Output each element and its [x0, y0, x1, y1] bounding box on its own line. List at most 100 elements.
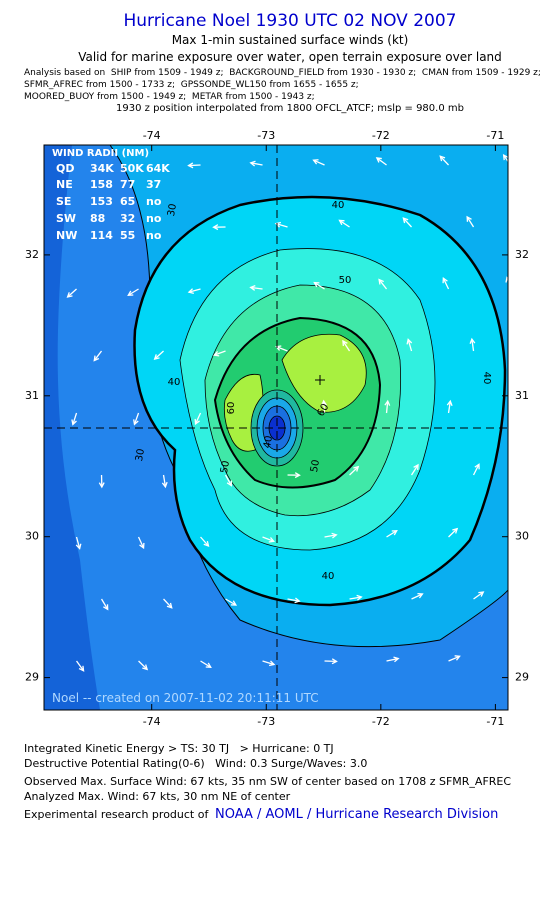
wind-arrow-head	[331, 658, 338, 665]
analysis-line: SFMR_AFREC from 1500 - 1733 z; GPSSONDE_…	[24, 80, 359, 90]
wind-arrow	[75, 536, 81, 549]
wind-arrow	[386, 530, 398, 538]
wind-arrow	[342, 340, 351, 352]
wind-arrow-head	[413, 463, 419, 470]
wind-arrow	[138, 660, 148, 670]
wind-arrow-head	[466, 215, 472, 222]
wind-arrow-head	[313, 281, 320, 288]
wind-arrow	[439, 155, 450, 166]
wind-arrow-head	[530, 216, 534, 221]
wind-arrow	[402, 217, 413, 228]
x-tick-label: -74	[143, 129, 161, 142]
wind-arrow	[323, 400, 326, 414]
contour-label: 50	[309, 459, 322, 473]
wind-arrow-head	[249, 160, 256, 167]
contour-label: 30	[134, 448, 147, 462]
y-tick-label: 32	[515, 248, 529, 261]
aoml-link[interactable]: NOAA / AOML / Hurricane Research Divisio…	[215, 807, 498, 822]
contour-label: 40	[262, 435, 275, 449]
wind-arrow-head	[275, 345, 282, 351]
wind-arrow	[407, 339, 413, 352]
wind-arrow-head	[391, 529, 398, 536]
wind-arrow-head	[139, 542, 145, 550]
wind-arrow	[324, 534, 337, 538]
wind-arrow-head	[187, 288, 194, 294]
position-note: 1930 z position interpolated from 1800 O…	[116, 103, 464, 114]
wind-arrow-head	[452, 527, 459, 534]
wind-arrow-head	[66, 292, 73, 298]
wind-arrow-head	[338, 219, 345, 226]
wind-arrow-head	[321, 399, 327, 406]
footer-line: Analyzed Max. Wind: 67 kts, 30 nm NE of …	[24, 790, 291, 803]
wind-arrow-head	[402, 217, 409, 224]
wind-arrow-head	[439, 155, 446, 162]
wind-radii-cell: 77	[120, 178, 135, 191]
wind-arrow-head	[502, 154, 508, 161]
wind-arrow-head	[230, 600, 238, 606]
wind-arrow-head	[342, 339, 348, 346]
wind-arrow-head	[212, 224, 219, 231]
wind-arrow-head	[375, 157, 382, 163]
credit: Noel -- created on 2007-11-02 20:11:11 U…	[52, 691, 319, 705]
wind-arrow-head	[536, 464, 540, 469]
validity: Valid for marine exposure over water, op…	[78, 50, 502, 64]
wind-arrow-head	[384, 399, 391, 406]
wind-arrow	[200, 660, 212, 668]
footer-line: Observed Max. Surface Wind: 67 kts, 35 n…	[24, 775, 511, 788]
wind-arrow-head	[356, 594, 363, 601]
wind-arrow-head	[166, 602, 173, 609]
wind-arrow-head	[417, 592, 424, 599]
x-tick-label: -71	[486, 129, 504, 142]
wind-radii-cell: 37	[146, 178, 161, 191]
wind-arrow	[188, 288, 201, 293]
wind-arrow-head	[75, 543, 82, 550]
y-tick-label: 29	[515, 671, 529, 684]
wind-arrow	[225, 598, 237, 606]
wind-arrow	[471, 339, 475, 352]
wind-arrow-head	[194, 418, 200, 426]
wind-radii-cell: 32	[120, 212, 135, 225]
wind-arrow	[473, 591, 484, 600]
wind-arrow-head	[294, 597, 301, 604]
wind-arrow-head	[274, 221, 282, 228]
wind-arrow	[472, 464, 480, 476]
wind-arrow-head	[353, 465, 360, 472]
contour-label: 60	[226, 402, 237, 415]
y-tick-label: 29	[25, 671, 39, 684]
wind-radii-header: 64K	[146, 162, 170, 175]
wind-radii-cell: NW	[56, 229, 77, 242]
wind-radii-header: 50K	[120, 162, 144, 175]
wind-arrow-head	[268, 660, 276, 667]
wind-arrow	[93, 350, 103, 361]
wind-radii-cell: 55	[120, 229, 135, 242]
x-tick-label: -74	[143, 715, 161, 728]
wind-arrow-head	[446, 399, 453, 407]
wind-arrow-head	[249, 285, 256, 291]
wind-arrow	[448, 528, 458, 538]
wind-arrow-head	[133, 419, 139, 426]
wind-arrow-head	[142, 664, 149, 671]
wind-arrow	[100, 598, 109, 610]
wind-arrow-head	[268, 537, 275, 543]
analysis-line: MOORED_BUOY from 1500 - 1949 z; METAR fr…	[24, 92, 315, 102]
wind-arrow	[163, 598, 173, 609]
wind-arrow	[503, 154, 508, 163]
wind-arrow-head	[226, 480, 232, 487]
wind-arrow	[411, 593, 423, 600]
wind-arrow	[72, 412, 78, 425]
wind-arrow	[385, 400, 389, 414]
wind-arrow	[466, 216, 475, 228]
wind-arrow-head	[442, 276, 448, 284]
wind-arrow-head	[98, 482, 105, 489]
wind-arrow	[200, 536, 209, 547]
wind-radii-cell: no	[146, 229, 162, 242]
footer-line: Destructive Potential Rating(0-6) Wind: …	[24, 757, 367, 770]
wind-arrow	[127, 288, 139, 296]
wind-radii-cell: 88	[90, 212, 105, 225]
wind-arrow	[410, 464, 419, 476]
wind-radii-cell: NE	[56, 178, 73, 191]
map-frame	[43, 144, 509, 711]
contour-label: 40	[332, 200, 345, 211]
wind-radii-cell: 65	[120, 195, 135, 208]
wind-arrow-head	[205, 662, 212, 669]
